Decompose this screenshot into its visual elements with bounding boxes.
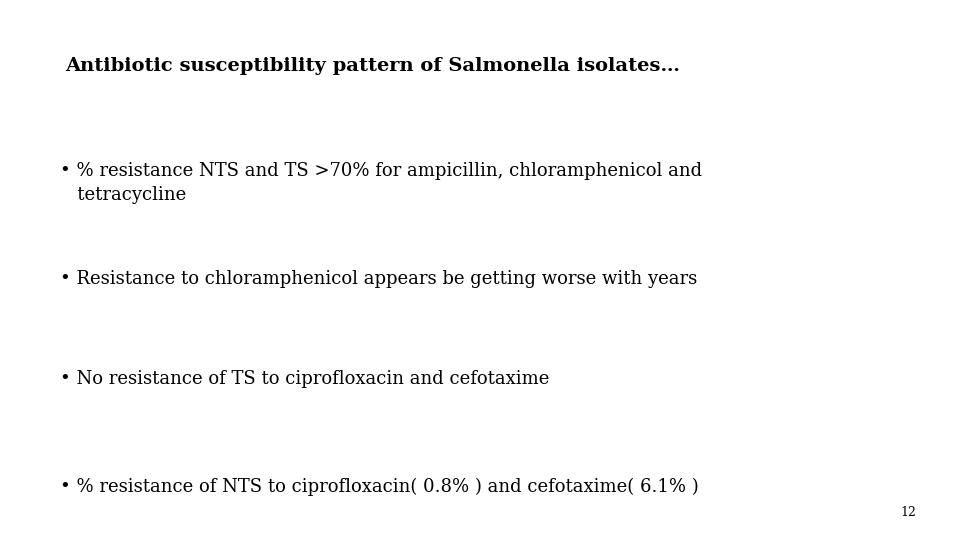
Text: Antibiotic susceptibility pattern of Salmonella isolates…: Antibiotic susceptibility pattern of Sal… (65, 57, 681, 75)
Text: • % resistance of NTS to ciprofloxacin( 0.8% ) and cefotaxime( 6.1% ): • % resistance of NTS to ciprofloxacin( … (60, 478, 699, 496)
Text: • No resistance of TS to ciprofloxacin and cefotaxime: • No resistance of TS to ciprofloxacin a… (60, 370, 550, 388)
Text: • % resistance NTS and TS >70% for ampicillin, chloramphenicol and
   tetracycli: • % resistance NTS and TS >70% for ampic… (60, 162, 703, 204)
Text: • Resistance to chloramphenicol appears be getting worse with years: • Resistance to chloramphenicol appears … (60, 270, 698, 288)
Text: 12: 12 (900, 507, 917, 519)
